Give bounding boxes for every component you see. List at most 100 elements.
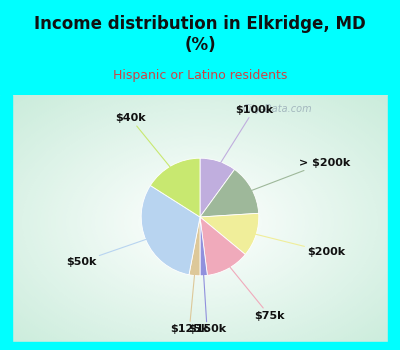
Circle shape bbox=[77, 144, 323, 301]
Circle shape bbox=[0, 44, 400, 350]
Circle shape bbox=[171, 204, 229, 241]
Circle shape bbox=[0, 88, 400, 350]
Circle shape bbox=[120, 171, 280, 273]
Circle shape bbox=[0, 69, 400, 350]
Circle shape bbox=[0, 76, 400, 350]
Circle shape bbox=[131, 178, 269, 266]
Circle shape bbox=[55, 130, 345, 315]
Circle shape bbox=[175, 206, 225, 238]
Text: City-Data.com: City-Data.com bbox=[242, 104, 312, 114]
Circle shape bbox=[106, 162, 294, 282]
Circle shape bbox=[0, 86, 400, 350]
Circle shape bbox=[128, 176, 272, 268]
Circle shape bbox=[0, 56, 400, 350]
Text: $40k: $40k bbox=[115, 113, 176, 174]
Circle shape bbox=[0, 65, 400, 350]
Circle shape bbox=[0, 72, 400, 350]
Text: $50k: $50k bbox=[66, 236, 155, 267]
Text: $200k: $200k bbox=[247, 232, 345, 257]
Text: Hispanic or Latino residents: Hispanic or Latino residents bbox=[113, 69, 287, 82]
Circle shape bbox=[91, 153, 309, 292]
Circle shape bbox=[40, 120, 360, 324]
Circle shape bbox=[113, 167, 287, 278]
Circle shape bbox=[98, 158, 302, 287]
Circle shape bbox=[124, 174, 276, 271]
Circle shape bbox=[26, 111, 374, 334]
Circle shape bbox=[0, 63, 400, 350]
Circle shape bbox=[153, 192, 247, 252]
Circle shape bbox=[12, 102, 388, 343]
Circle shape bbox=[80, 146, 320, 299]
Circle shape bbox=[0, 74, 400, 350]
Circle shape bbox=[0, 46, 400, 350]
Circle shape bbox=[102, 160, 298, 285]
Circle shape bbox=[0, 42, 400, 350]
Circle shape bbox=[1, 95, 399, 350]
Circle shape bbox=[0, 67, 400, 350]
Text: $100k: $100k bbox=[216, 105, 273, 170]
Bar bbox=[0, 342, 400, 350]
Circle shape bbox=[0, 79, 400, 350]
Circle shape bbox=[164, 199, 236, 245]
Circle shape bbox=[0, 49, 400, 350]
Circle shape bbox=[0, 39, 400, 350]
Wedge shape bbox=[200, 169, 259, 217]
Wedge shape bbox=[200, 217, 245, 275]
Circle shape bbox=[0, 81, 400, 350]
Circle shape bbox=[15, 104, 385, 340]
Circle shape bbox=[109, 164, 291, 280]
Circle shape bbox=[160, 197, 240, 248]
Circle shape bbox=[178, 208, 222, 236]
Circle shape bbox=[193, 218, 207, 227]
Circle shape bbox=[44, 123, 356, 322]
Circle shape bbox=[0, 83, 400, 350]
Circle shape bbox=[59, 132, 341, 313]
Circle shape bbox=[186, 213, 214, 231]
Circle shape bbox=[48, 125, 352, 320]
Circle shape bbox=[8, 99, 392, 345]
Circle shape bbox=[30, 113, 370, 331]
Circle shape bbox=[0, 90, 400, 350]
Circle shape bbox=[88, 150, 312, 294]
Circle shape bbox=[22, 109, 378, 336]
Bar bbox=[0, 94, 12, 350]
Wedge shape bbox=[189, 217, 200, 276]
Circle shape bbox=[0, 51, 400, 350]
Circle shape bbox=[117, 169, 283, 275]
Circle shape bbox=[189, 215, 211, 229]
Circle shape bbox=[146, 188, 254, 257]
Bar bbox=[388, 94, 400, 350]
Circle shape bbox=[19, 106, 381, 338]
Circle shape bbox=[66, 136, 334, 308]
Circle shape bbox=[51, 127, 349, 317]
Circle shape bbox=[0, 58, 400, 350]
Circle shape bbox=[0, 60, 400, 350]
Circle shape bbox=[196, 220, 204, 225]
Wedge shape bbox=[200, 213, 259, 254]
Circle shape bbox=[73, 141, 327, 303]
Circle shape bbox=[84, 148, 316, 296]
Circle shape bbox=[0, 53, 400, 350]
Circle shape bbox=[62, 134, 338, 310]
Circle shape bbox=[142, 185, 258, 259]
Circle shape bbox=[4, 97, 396, 347]
Circle shape bbox=[37, 118, 363, 327]
Wedge shape bbox=[150, 158, 200, 217]
Circle shape bbox=[135, 181, 265, 264]
Wedge shape bbox=[141, 186, 200, 275]
Text: $75k: $75k bbox=[224, 260, 285, 321]
Text: $150k: $150k bbox=[188, 266, 226, 335]
Circle shape bbox=[70, 139, 330, 306]
Text: $125k: $125k bbox=[170, 266, 208, 334]
Circle shape bbox=[182, 211, 218, 234]
Circle shape bbox=[0, 37, 400, 350]
Circle shape bbox=[149, 190, 251, 255]
Circle shape bbox=[167, 201, 233, 243]
Wedge shape bbox=[200, 158, 234, 217]
Text: > $200k: > $200k bbox=[244, 158, 350, 194]
Wedge shape bbox=[200, 217, 207, 276]
Circle shape bbox=[95, 155, 305, 289]
Circle shape bbox=[138, 183, 262, 261]
Circle shape bbox=[156, 195, 244, 250]
Text: Income distribution in Elkridge, MD
(%): Income distribution in Elkridge, MD (%) bbox=[34, 15, 366, 54]
